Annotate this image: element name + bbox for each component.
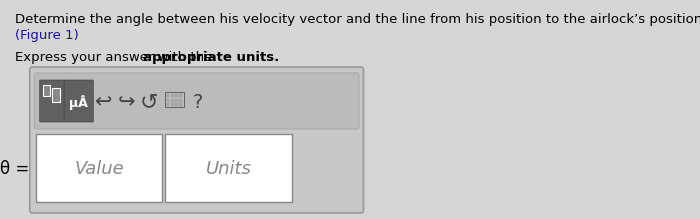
Text: θ =: θ = [0, 160, 29, 178]
Text: Express your answer with the: Express your answer with the [15, 51, 217, 64]
FancyBboxPatch shape [64, 80, 93, 122]
Text: μÅ: μÅ [69, 95, 88, 110]
Text: ↺: ↺ [140, 92, 158, 112]
Bar [43, 85, 50, 96]
FancyBboxPatch shape [34, 73, 359, 129]
Bar [165, 134, 292, 202]
Bar [175, 103, 178, 106]
Bar [179, 99, 182, 101]
Text: (Figure 1): (Figure 1) [15, 29, 79, 42]
Text: ↪: ↪ [118, 92, 135, 112]
Text: Units: Units [206, 160, 251, 178]
Bar [175, 94, 178, 97]
Bar [167, 94, 169, 97]
Bar [171, 103, 174, 106]
Bar [171, 99, 174, 101]
Text: Determine the angle between his velocity vector and the line from his position t: Determine the angle between his velocity… [15, 13, 700, 26]
FancyBboxPatch shape [30, 67, 363, 213]
Bar [179, 94, 182, 97]
Bar [36, 134, 162, 202]
Bar [52, 88, 60, 102]
Bar [165, 92, 183, 107]
Bar [175, 99, 178, 101]
Bar [171, 94, 174, 97]
Bar [167, 99, 169, 101]
Text: Value: Value [74, 160, 124, 178]
FancyBboxPatch shape [40, 80, 64, 122]
Bar [167, 103, 169, 106]
Text: ↩: ↩ [94, 92, 112, 112]
Text: appropriate units.: appropriate units. [143, 51, 279, 64]
Text: ?: ? [193, 92, 204, 111]
Bar [179, 103, 182, 106]
